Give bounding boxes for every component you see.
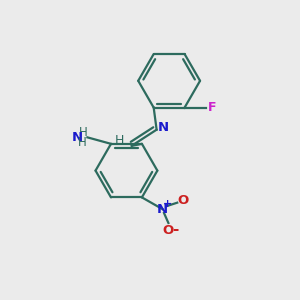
Text: N: N (157, 203, 168, 216)
Text: O: O (177, 194, 188, 207)
Text: O: O (163, 224, 174, 237)
Text: N: N (72, 131, 83, 144)
Text: +: + (163, 200, 172, 209)
Text: -: - (172, 222, 178, 237)
Text: H: H (79, 126, 87, 139)
Text: H: H (115, 134, 124, 147)
Text: H: H (78, 136, 87, 149)
Text: N: N (158, 121, 169, 134)
Text: F: F (208, 101, 217, 114)
